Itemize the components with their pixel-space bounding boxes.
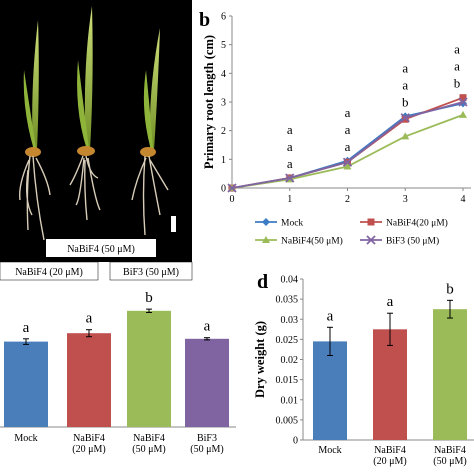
significance-letter: b: [446, 281, 454, 297]
x-tick-label: 2: [345, 194, 350, 205]
x-tick-label: (50 μM): [190, 444, 223, 455]
bar: [4, 341, 48, 427]
bar: [433, 309, 467, 440]
significance-letter: a: [402, 60, 408, 75]
y-axis-label: Dry weight (g): [253, 321, 267, 398]
photo-label-box-1: [46, 239, 156, 257]
y-tick-label: 4: [221, 69, 226, 80]
photo-label-box-2: [0, 261, 99, 281]
y-tick-label: 0.025: [276, 335, 299, 346]
significance-letter: a: [402, 77, 408, 92]
series-point: [459, 110, 467, 118]
y-tick-label: 0.005: [276, 415, 299, 426]
series-point: [401, 115, 409, 123]
significance-letter: a: [345, 139, 351, 154]
y-tick-label: 0.01: [281, 395, 299, 406]
significance-letter: a: [287, 156, 293, 171]
seedling-3: [131, 28, 169, 236]
photo-label-2: NaBiF4 (20 μM): [15, 267, 83, 278]
series-point: [285, 173, 295, 183]
legend-marker: [262, 236, 270, 243]
x-tick-label: (50 μM): [433, 456, 466, 467]
legend-marker: [262, 218, 270, 226]
y-tick-label: 5: [221, 40, 226, 51]
significance-letter: a: [345, 105, 351, 120]
panel-d-letter: d: [257, 271, 268, 293]
bar: [185, 338, 229, 427]
significance-letter: a: [287, 122, 293, 137]
seedling-photo: NaBiF4 (50 μM): [0, 0, 192, 262]
y-axis-label: Primary root length (cm): [202, 35, 216, 169]
significance-letter: a: [387, 294, 394, 310]
seedling-2: [69, 6, 101, 221]
series-point: [458, 97, 468, 107]
significance-letter: b: [145, 290, 153, 306]
x-tick-label: (20 μM): [72, 444, 105, 455]
x-tick-label: 3: [403, 194, 408, 205]
y-tick-label: 0: [293, 436, 298, 447]
significance-letter: a: [287, 139, 293, 154]
legend-label: BiF3 (50 μM): [386, 236, 439, 247]
x-tick-label: NaBiF4: [434, 445, 466, 456]
photo-label-box-3: [109, 261, 193, 281]
dry-weight-chart: 0 0.005 0.01 0.015 0.02 0.025 0.03 0.035 0.04 Dry…: [253, 275, 474, 467]
x-tick-label: 0: [230, 194, 235, 205]
significance-letter: a: [454, 42, 460, 57]
x-tick-label: Mock: [318, 445, 341, 456]
significance-letter: a: [327, 308, 334, 324]
x-tick-label: Mock: [14, 433, 37, 444]
significance-letter: a: [345, 122, 351, 137]
y-tick-label: 0.04: [281, 275, 299, 286]
x-tick-label: BiF3: [197, 433, 217, 444]
series-point: [400, 113, 410, 123]
series-point: [342, 157, 353, 167]
significance-letter: b: [402, 94, 409, 109]
bar: [67, 333, 111, 427]
bar: [127, 310, 171, 427]
significance-letter: a: [23, 320, 30, 336]
x-tick-label: 1: [287, 194, 292, 205]
seedling-1: [19, 20, 51, 241]
series-point: [227, 183, 237, 193]
scale-bar: [171, 216, 176, 232]
photo-label-3: BiF3 (50 μM): [123, 267, 179, 278]
y-tick-label: 6: [221, 12, 226, 23]
significance-letter: a: [204, 319, 211, 335]
significance-letter: a: [454, 59, 460, 74]
y-tick-label: 2: [221, 126, 226, 137]
panel-b-letter: b: [199, 9, 210, 31]
x-tick-label: (50 μM): [132, 444, 165, 455]
y-tick-label: 3: [221, 98, 226, 109]
legend-label: NaBiF4(50 μM): [281, 236, 343, 247]
y-tick-label: 1: [221, 155, 226, 166]
series-point: [343, 162, 352, 170]
legend-label: Mock: [281, 219, 303, 229]
y-tick-label: 0.02: [281, 355, 299, 366]
series-point: [459, 94, 467, 102]
x-tick-label: 4: [461, 194, 466, 205]
legend-marker: [367, 218, 375, 226]
x-tick-label: NaBiF4: [73, 433, 105, 444]
x-tick-label: NaBiF4: [374, 445, 406, 456]
bar: [313, 341, 347, 440]
y-tick-label: 0.015: [276, 375, 299, 386]
y-tick-label: 0: [221, 184, 226, 195]
x-tick-label: NaBiF4: [133, 433, 165, 444]
legend-label: NaBiF4(20 μM): [386, 218, 448, 229]
series-point: [459, 99, 467, 108]
legend-marker: [366, 235, 376, 245]
x-tick-label: (20 μM): [373, 456, 406, 467]
y-tick-label: 0.035: [276, 295, 299, 306]
significance-letter: a: [86, 311, 93, 327]
series-point: [401, 132, 410, 140]
significance-letter: b: [454, 76, 461, 91]
bar: [373, 329, 407, 440]
y-tick-label: 0.03: [281, 315, 299, 326]
photo-label-1: NaBiF4 (50 μM): [67, 244, 135, 255]
